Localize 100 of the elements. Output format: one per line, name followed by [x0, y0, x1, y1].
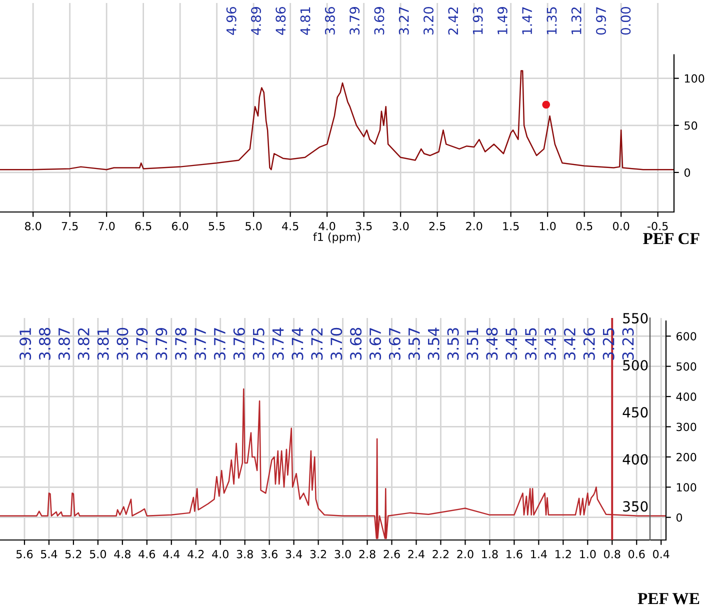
y2-tick-label: 500 [623, 360, 648, 371]
annotation: 3.42 [564, 328, 576, 360]
annotation: 3.74 [292, 328, 304, 360]
annotation: 3.68 [350, 328, 362, 360]
annotation: 3.43 [544, 328, 556, 360]
annotation: 3.25 [602, 328, 614, 360]
annotation: 3.54 [428, 328, 440, 360]
annotation: 1.35 [546, 7, 557, 34]
x-tick-label: 5.2 [65, 550, 82, 558]
annotation: 3.70 [330, 328, 342, 360]
annotation: 3.91 [20, 328, 32, 360]
x-tick-label: 7.0 [98, 222, 115, 230]
x-tick-label: 2.5 [429, 222, 446, 230]
x-tick-label: 4.4 [163, 550, 180, 558]
y-tick-label: 300 [676, 422, 696, 432]
x-tick-label: 3.8 [236, 550, 253, 558]
x-tick-label: 1.0 [580, 550, 596, 558]
annotation: 3.88 [38, 328, 51, 360]
x-tick-label: 1.6 [506, 550, 522, 558]
x-tick-label: 4.8 [114, 550, 130, 558]
x-tick-label: 3.4 [286, 550, 302, 558]
annotation: 3.69 [374, 7, 384, 35]
annotation: 1.93 [472, 7, 483, 34]
x-tick-label: 0.8 [604, 550, 620, 558]
x-tick-label: 4.6 [138, 550, 156, 558]
x-tick-label: 2.2 [432, 550, 448, 558]
y2-tick-label: 450 [622, 407, 648, 418]
annotation: 3.48 [486, 328, 498, 360]
y-tick-label: 0 [676, 513, 682, 522]
annotation: 3.81 [97, 328, 109, 360]
y-tick-label: 600 [676, 332, 696, 340]
x-tick-label: 4.0 [212, 550, 228, 558]
x-tick-label: 3.0 [334, 550, 351, 558]
annotation: 3.77 [194, 328, 206, 360]
annotation: 3.82 [78, 328, 90, 360]
annotation: 3.20 [424, 7, 434, 35]
x-tick-label: 5.0 [90, 550, 106, 558]
y-tick-label: 0 [684, 168, 690, 177]
annotation: 3.86 [324, 6, 335, 35]
x-tick-label: 6.0 [172, 222, 188, 230]
annotation: 3.77 [214, 328, 226, 360]
annotation: 4.81 [300, 7, 310, 35]
x-tick-label: 2.0 [457, 550, 474, 558]
annotation: 3.72 [311, 328, 323, 360]
annotation: 4.89 [251, 7, 261, 35]
annotation: 3.67 [369, 328, 382, 360]
annotation: 1.49 [497, 7, 508, 34]
x-tick-label: 4.2 [188, 550, 204, 558]
x-tick-label: 2.0 [466, 222, 482, 230]
annotation: 3.78 [175, 328, 187, 360]
annotation: 3.27 [398, 7, 409, 35]
annotation: 3.51 [466, 328, 478, 360]
annotation: 3.45 [525, 328, 537, 360]
y-tick-label: 400 [676, 392, 696, 401]
x-tick-label: 0.0 [612, 222, 630, 230]
x-tick-label: -0.5 [648, 222, 668, 230]
x-tick-label: 5.4 [40, 550, 58, 558]
x-tick-label: 2.8 [359, 550, 376, 558]
x-tick-label: 0.6 [628, 550, 645, 558]
x-tick-label: 7.5 [62, 222, 78, 230]
x-tick-label: 0.5 [576, 222, 592, 230]
x-axis-title: f1 (ppm) [313, 232, 360, 244]
x-tick-label: 6.5 [135, 222, 152, 230]
annotation: 3.57 [408, 328, 420, 360]
x-tick-label: 1.4 [531, 550, 547, 558]
x-tick-label: 2.4 [408, 550, 424, 558]
x-tick-label: 8.0 [24, 222, 42, 230]
y-tick-label: 50 [684, 121, 698, 130]
y-tick-label: 500 [676, 362, 696, 371]
annotation: 4.86 [276, 6, 286, 35]
x-tick-label: 3.2 [310, 550, 326, 558]
annotation: 0.00 [620, 7, 631, 35]
annotation: 3.74 [272, 328, 284, 360]
annotation: 3.23 [622, 328, 634, 360]
annotation: 3.79 [156, 328, 168, 360]
x-tick-label: 3.6 [261, 550, 278, 558]
x-tick-label: 5.0 [246, 222, 262, 230]
x-tick-label: 1.5 [503, 222, 519, 230]
x-tick-label: 1.8 [482, 550, 498, 558]
line-series [0, 70, 674, 170]
y-tick-label: 100 [684, 74, 704, 83]
annotation: 2.42 [448, 7, 458, 35]
x-tick-label: 0.4 [653, 550, 670, 558]
x-tick-label: 3.0 [392, 222, 409, 230]
annotation: 3.26 [583, 328, 595, 360]
annotation: 1.32 [571, 7, 582, 34]
x-tick-label: 4.5 [282, 222, 298, 230]
x-tick-label: 5.6 [16, 550, 33, 558]
y-tick-label: 100 [676, 483, 696, 492]
x-tick-label: 4.0 [318, 222, 336, 230]
annotation: 0.97 [596, 7, 606, 35]
y-tick-label: 200 [676, 452, 696, 462]
x-tick-label: 1.2 [556, 550, 571, 558]
annotation: 3.75 [252, 328, 264, 360]
annotation: 3.79 [136, 328, 148, 360]
y2-tick-label: 350 [623, 501, 648, 512]
annotation: 3.76 [233, 328, 245, 360]
annotation: 3.79 [350, 7, 360, 35]
x-tick-label: 1.0 [540, 222, 556, 230]
annotation: 1.47 [522, 7, 532, 34]
